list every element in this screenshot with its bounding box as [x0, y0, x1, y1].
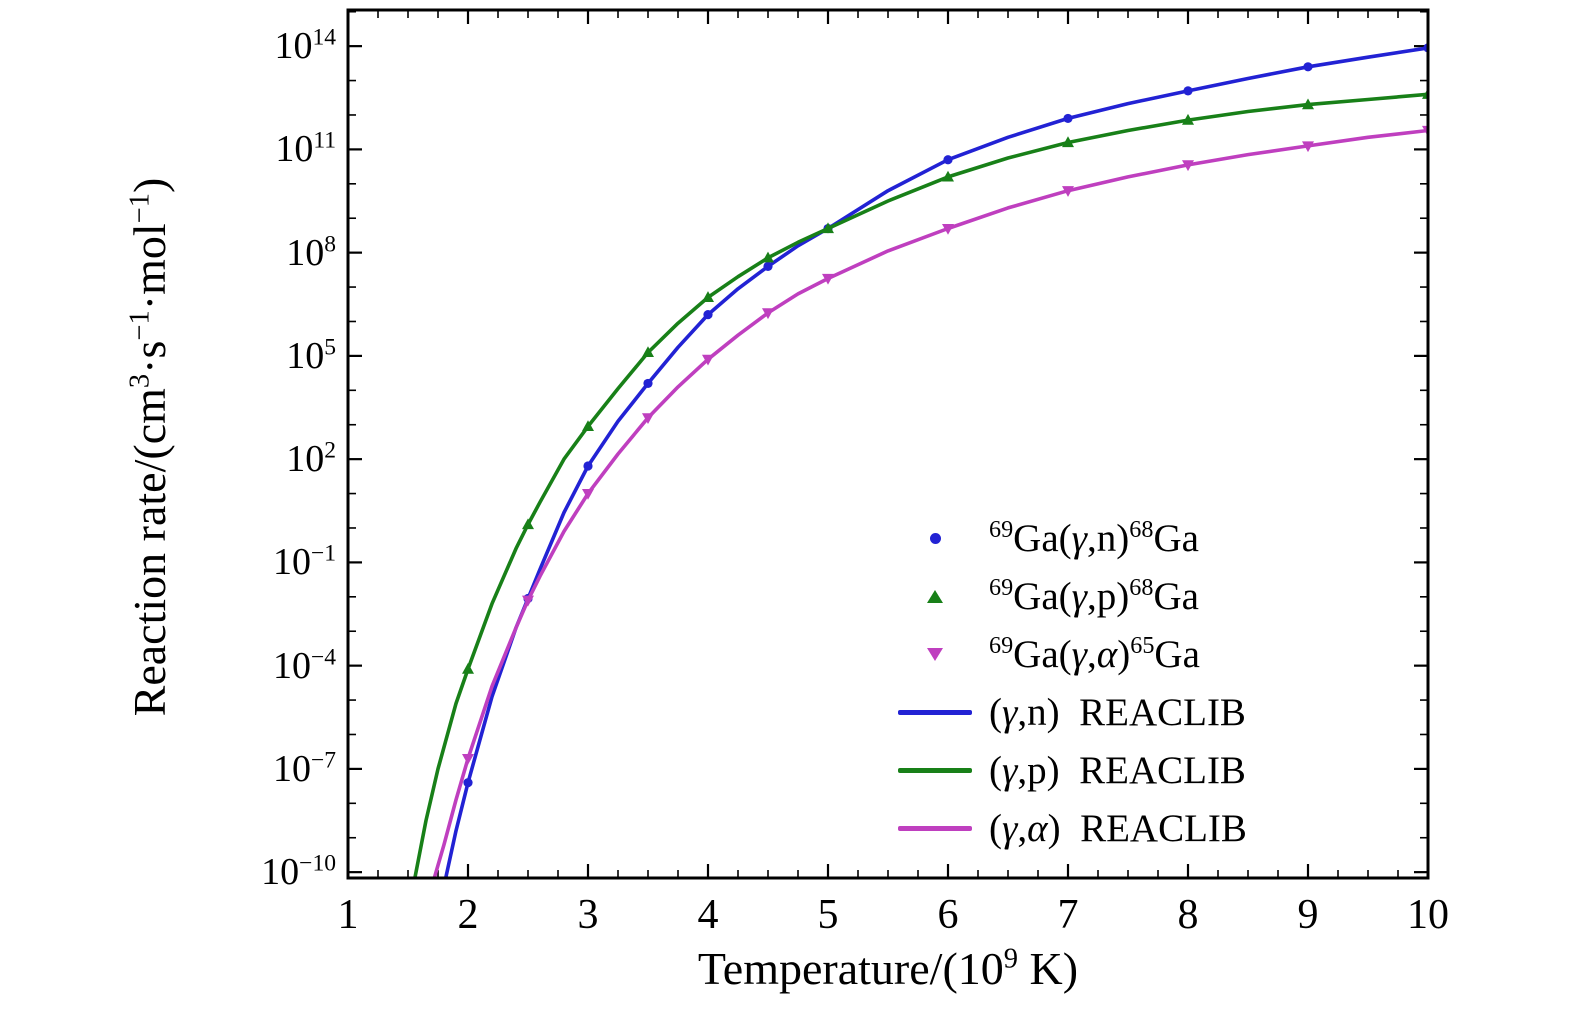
marker-triangle-down-gamma-alpha	[702, 354, 714, 366]
marker-triangle-up-gamma-p	[522, 518, 534, 530]
marker-circle-gamma-n	[643, 378, 653, 389]
marker-triangle-up-gamma-p	[1182, 113, 1194, 125]
marker-triangle-down-gamma-alpha	[462, 753, 474, 765]
series-line-gamma-p	[413, 92, 1428, 878]
marker-circle-gamma-n	[763, 261, 773, 272]
marker-triangle-down-gamma-alpha	[942, 223, 954, 235]
marker-triangle-up-gamma-p	[1062, 136, 1074, 148]
plot-frame	[346, 8, 1430, 880]
marker-circle-gamma-n	[1063, 113, 1073, 124]
marker-triangle-down-gamma-alpha	[1182, 160, 1194, 172]
marker-triangle-down-gamma-alpha	[522, 595, 534, 607]
marker-circle-gamma-n	[1303, 62, 1313, 72]
marker-triangle-down-gamma-alpha	[582, 488, 594, 500]
marker-circle-gamma-n	[943, 155, 953, 165]
marker-triangle-up-gamma-p	[642, 346, 654, 358]
marker-circle-gamma-n	[463, 778, 473, 788]
marker-triangle-up-gamma-p	[1302, 98, 1314, 110]
marker-triangle-down-gamma-alpha	[1062, 186, 1074, 197]
marker-triangle-down-gamma-alpha	[642, 413, 654, 425]
marker-triangle-up-gamma-p	[942, 170, 954, 182]
marker-triangle-up-gamma-p	[702, 291, 714, 302]
marker-triangle-down-gamma-alpha	[1302, 141, 1314, 153]
marker-triangle-up-gamma-p	[822, 222, 834, 234]
marker-triangle-up-gamma-p	[462, 662, 474, 674]
marker-triangle-down-gamma-alpha	[822, 273, 834, 285]
series-line-gamma-alpha	[432, 128, 1428, 878]
marker-circle-gamma-n	[1183, 86, 1193, 96]
marker-circle-gamma-n	[583, 461, 593, 471]
marker-triangle-up-gamma-p	[582, 420, 594, 432]
marker-triangle-up-gamma-p	[762, 251, 774, 263]
marker-triangle-down-gamma-alpha	[762, 308, 774, 320]
marker-circle-gamma-n	[703, 309, 713, 320]
